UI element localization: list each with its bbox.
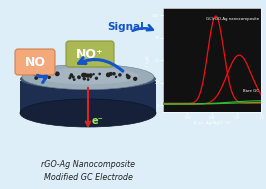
Circle shape <box>109 72 113 76</box>
X-axis label: E vs. Ag/AgCl (V): E vs. Ag/AgCl (V) <box>193 121 231 125</box>
Text: NO⁺: NO⁺ <box>76 47 104 60</box>
Circle shape <box>83 73 87 77</box>
Ellipse shape <box>20 99 156 127</box>
Circle shape <box>133 77 137 81</box>
Text: e⁻: e⁻ <box>92 116 104 126</box>
FancyBboxPatch shape <box>66 41 114 67</box>
Circle shape <box>55 71 60 76</box>
Text: GC/rGO-Ag nanocomposite: GC/rGO-Ag nanocomposite <box>206 17 259 21</box>
Circle shape <box>134 77 137 80</box>
Circle shape <box>90 76 92 78</box>
Text: rGO-Ag Nanocomposite
Modified GC Electrode: rGO-Ag Nanocomposite Modified GC Electro… <box>41 160 135 182</box>
Circle shape <box>126 75 131 79</box>
Circle shape <box>44 76 47 80</box>
FancyBboxPatch shape <box>15 49 55 75</box>
Circle shape <box>46 75 48 77</box>
Circle shape <box>39 74 43 77</box>
Circle shape <box>98 73 101 75</box>
Circle shape <box>70 73 73 76</box>
Circle shape <box>72 75 75 78</box>
Circle shape <box>112 72 116 76</box>
Ellipse shape <box>22 64 154 90</box>
Ellipse shape <box>20 68 156 90</box>
Circle shape <box>69 74 73 77</box>
Circle shape <box>73 78 76 81</box>
Ellipse shape <box>37 68 139 84</box>
Text: Bare GC: Bare GC <box>243 89 259 93</box>
Circle shape <box>82 77 86 81</box>
Circle shape <box>82 74 85 77</box>
Text: NO: NO <box>24 56 45 68</box>
Circle shape <box>81 73 86 77</box>
Circle shape <box>118 73 122 77</box>
Circle shape <box>95 77 98 80</box>
Polygon shape <box>20 81 156 113</box>
Circle shape <box>92 73 95 75</box>
Circle shape <box>48 76 51 79</box>
Circle shape <box>68 77 71 79</box>
Text: Signal: Signal <box>108 22 144 32</box>
Circle shape <box>89 73 93 77</box>
Circle shape <box>115 76 117 78</box>
Circle shape <box>33 73 36 76</box>
Y-axis label: I (μA): I (μA) <box>146 54 151 66</box>
Circle shape <box>126 74 129 77</box>
Circle shape <box>106 72 111 77</box>
Circle shape <box>34 76 38 80</box>
Circle shape <box>77 75 81 79</box>
Circle shape <box>87 78 90 81</box>
Circle shape <box>86 74 90 78</box>
Circle shape <box>37 73 40 77</box>
